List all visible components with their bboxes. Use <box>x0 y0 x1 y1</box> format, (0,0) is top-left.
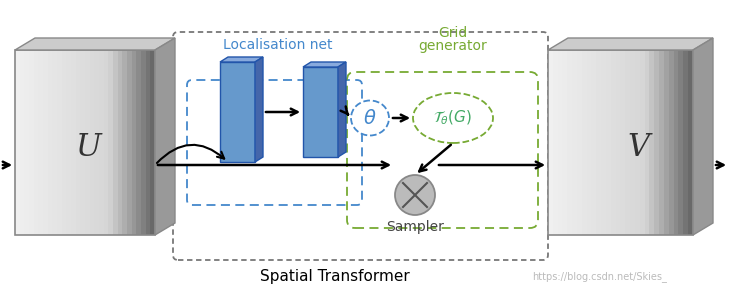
Polygon shape <box>52 50 58 235</box>
Polygon shape <box>127 50 132 235</box>
Ellipse shape <box>413 93 493 143</box>
Polygon shape <box>664 50 669 235</box>
Polygon shape <box>90 50 95 235</box>
Polygon shape <box>150 50 155 235</box>
Polygon shape <box>47 50 52 235</box>
Ellipse shape <box>351 101 389 135</box>
Polygon shape <box>34 50 39 235</box>
Polygon shape <box>655 50 660 235</box>
Polygon shape <box>591 50 597 235</box>
Polygon shape <box>220 57 263 62</box>
Circle shape <box>395 175 435 215</box>
Polygon shape <box>132 50 137 235</box>
Polygon shape <box>630 50 636 235</box>
Polygon shape <box>122 50 128 235</box>
Polygon shape <box>43 50 48 235</box>
Polygon shape <box>650 50 655 235</box>
Polygon shape <box>113 50 118 235</box>
Polygon shape <box>85 50 90 235</box>
Polygon shape <box>99 50 104 235</box>
Polygon shape <box>548 38 713 50</box>
Polygon shape <box>601 50 607 235</box>
Polygon shape <box>338 62 346 157</box>
Polygon shape <box>558 50 563 235</box>
Polygon shape <box>76 50 81 235</box>
Polygon shape <box>109 50 114 235</box>
Polygon shape <box>80 50 85 235</box>
Text: generator: generator <box>418 39 488 53</box>
Polygon shape <box>683 50 689 235</box>
FancyArrowPatch shape <box>157 145 225 163</box>
Polygon shape <box>596 50 601 235</box>
Polygon shape <box>29 50 34 235</box>
Polygon shape <box>668 50 674 235</box>
Text: Spatial Transformer: Spatial Transformer <box>260 270 410 284</box>
Polygon shape <box>71 50 76 235</box>
Polygon shape <box>679 50 684 235</box>
Polygon shape <box>616 50 621 235</box>
Text: $\mathcal{T}_\theta(G)$: $\mathcal{T}_\theta(G)$ <box>433 109 472 127</box>
Polygon shape <box>640 50 645 235</box>
Polygon shape <box>62 50 67 235</box>
Polygon shape <box>582 50 587 235</box>
Text: V: V <box>627 132 649 163</box>
Polygon shape <box>693 38 713 235</box>
Polygon shape <box>255 57 263 162</box>
Polygon shape <box>141 50 147 235</box>
Polygon shape <box>563 50 568 235</box>
Polygon shape <box>625 50 631 235</box>
Polygon shape <box>220 62 255 162</box>
Polygon shape <box>659 50 665 235</box>
Polygon shape <box>587 50 592 235</box>
Text: Localisation net: Localisation net <box>223 38 332 52</box>
Polygon shape <box>15 38 175 50</box>
Polygon shape <box>620 50 625 235</box>
Polygon shape <box>553 50 558 235</box>
Polygon shape <box>104 50 109 235</box>
Polygon shape <box>146 50 151 235</box>
Polygon shape <box>606 50 612 235</box>
Polygon shape <box>572 50 577 235</box>
Polygon shape <box>24 50 29 235</box>
Text: https://blog.csdn.net/Skies_: https://blog.csdn.net/Skies_ <box>533 271 668 282</box>
Polygon shape <box>674 50 679 235</box>
Polygon shape <box>644 50 650 235</box>
Text: $\theta$: $\theta$ <box>363 109 377 127</box>
Polygon shape <box>567 50 573 235</box>
Polygon shape <box>303 62 346 67</box>
Polygon shape <box>635 50 640 235</box>
Polygon shape <box>39 50 44 235</box>
Polygon shape <box>155 38 175 235</box>
Polygon shape <box>136 50 141 235</box>
Polygon shape <box>20 50 25 235</box>
Text: U: U <box>75 132 101 163</box>
Polygon shape <box>577 50 582 235</box>
Polygon shape <box>15 50 20 235</box>
Text: Grid: Grid <box>438 26 467 40</box>
Polygon shape <box>611 50 616 235</box>
Polygon shape <box>688 50 693 235</box>
Polygon shape <box>548 50 553 235</box>
Polygon shape <box>303 67 338 157</box>
Polygon shape <box>117 50 122 235</box>
Polygon shape <box>66 50 71 235</box>
Polygon shape <box>57 50 62 235</box>
Polygon shape <box>94 50 99 235</box>
Text: Sampler: Sampler <box>386 220 444 234</box>
